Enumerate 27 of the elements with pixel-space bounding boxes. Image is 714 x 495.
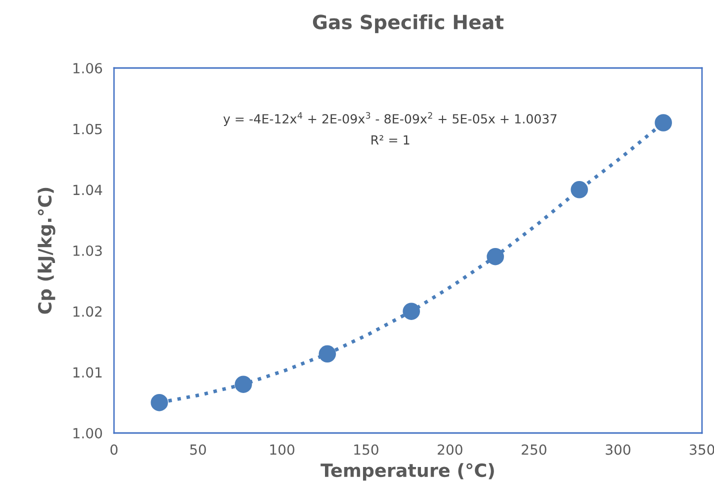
x-tick-label: 150: [354, 444, 378, 455]
x-tick-label: 300: [606, 444, 630, 455]
y-tick-label: 1.02: [73, 306, 102, 317]
annotation: R² = 1: [372, 135, 410, 144]
y-tick-label: 1.01: [73, 367, 102, 378]
y-tick-label: 1.03: [73, 245, 102, 256]
x-axis-title: Temperature (°C): [320, 463, 494, 481]
point: [486, 248, 504, 266]
point: [318, 345, 336, 363]
chart-title: Gas Specific Heat: [312, 14, 504, 34]
x-tick-label: 0: [110, 444, 118, 455]
point: [654, 114, 672, 132]
point: [570, 181, 588, 198]
y-tick-label: 1.00: [73, 428, 102, 438]
point: [402, 302, 420, 320]
y-tick-label: 1.05: [73, 124, 102, 134]
point: [234, 376, 252, 393]
y-axis-title: Cp (kJ/kg.°C): [38, 188, 56, 314]
point: [150, 394, 168, 412]
x-tick-label: 250: [522, 444, 546, 455]
x-tick-label: 100: [270, 444, 294, 455]
x-tick-label: 50: [190, 444, 206, 455]
x-tick-label: 350: [690, 444, 714, 455]
annotation: y = -4E-12x$^{4}$ + 2E-09x$^{3}$ - 8E-09x$^{2}$ + 5E-05x + 1.0037: [223, 112, 557, 126]
y-tick-label: 1.06: [73, 62, 102, 74]
y-tick-label: 1.04: [73, 184, 102, 196]
x-tick-label: 200: [438, 444, 462, 455]
